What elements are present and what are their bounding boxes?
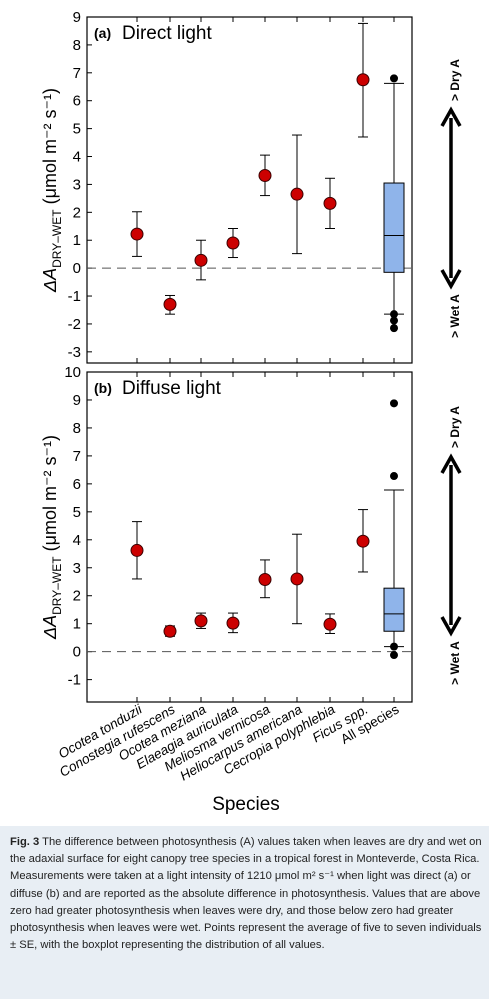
- mean-point: [356, 73, 370, 87]
- mean-point: [163, 297, 177, 311]
- y-tick-label: 5: [73, 504, 81, 521]
- mean-point: [194, 614, 208, 628]
- x-axis-title: Species: [212, 794, 280, 815]
- y-axis-units: (μmol m⁻² s⁻¹): [40, 435, 60, 551]
- plot-frame: [86, 16, 413, 364]
- arrow-head-down-icon: [440, 269, 462, 290]
- mean-point: [290, 572, 304, 586]
- y-tick-label: 2: [73, 588, 81, 605]
- annotation-dry: > Dry A: [448, 59, 462, 101]
- y-axis-title: ΔADRY–WET (μmol m⁻² s⁻¹): [40, 88, 64, 293]
- y-axis-subscript: DRY–WET: [50, 556, 64, 615]
- mean-point: [258, 168, 272, 182]
- mean-point: [130, 227, 144, 241]
- y-tick-label: 3: [73, 176, 81, 193]
- y-axis-subscript: DRY–WET: [50, 209, 64, 268]
- y-tick-label: 0: [73, 260, 81, 277]
- box-outlier: [390, 324, 398, 333]
- y-tick-label: 2: [73, 204, 81, 221]
- panel-title: Diffuse light: [122, 378, 222, 399]
- y-tick-label: -1: [68, 288, 81, 305]
- mean-point: [194, 253, 208, 267]
- box-iqr: [383, 587, 405, 632]
- panel-direct-light: -3 -2 -1 0 1 2 3 4 5 6 7 8 9 (a) Direct light ΔADRY–WET…: [40, 9, 462, 364]
- caption-text: The difference between photosynthesis (A…: [10, 836, 482, 952]
- box-outlier: [390, 472, 398, 481]
- plot-frame: [86, 371, 413, 703]
- mean-point: [130, 543, 144, 557]
- mean-point: [226, 616, 240, 630]
- caption-label: Fig. 3: [10, 836, 40, 848]
- y-axis-title: ΔADRY–WET (μmol m⁻² s⁻¹): [40, 435, 64, 640]
- y-tick-label: -3: [68, 344, 81, 361]
- figure-caption: Fig. 3 The difference between photosynth…: [10, 834, 482, 954]
- panel-diffuse-light: -1 0 1 2 3 4 5 6 7 8 9 10 (b) Diffuse light ΔADRY–WET (…: [40, 364, 462, 703]
- y-tick-label: 3: [73, 560, 81, 577]
- box-iqr: [383, 182, 405, 273]
- annotation-wet: > Wet A: [448, 294, 462, 338]
- y-tick-label: 9: [73, 392, 81, 409]
- y-tick-label: 0: [73, 644, 81, 661]
- y-tick-label: 4: [73, 532, 81, 549]
- box-outlier: [390, 310, 398, 319]
- mean-point: [323, 617, 337, 631]
- panel-label: (a): [94, 25, 111, 41]
- y-tick-label: 9: [73, 9, 81, 26]
- y-tick-label: 7: [73, 65, 81, 82]
- y-tick-label: 6: [73, 93, 81, 110]
- box-outlier: [390, 74, 398, 83]
- box-outlier: [390, 399, 398, 408]
- mean-point: [258, 573, 272, 587]
- annotation-dry: > Dry A: [448, 406, 462, 448]
- y-tick-label: 4: [73, 149, 81, 166]
- panel-title: Direct light: [122, 23, 212, 44]
- arrow-head-up-icon: [440, 453, 462, 474]
- arrow-head-up-icon: [440, 106, 462, 127]
- box-outlier: [390, 316, 398, 325]
- mean-point: [163, 624, 177, 638]
- y-tick-label: 5: [73, 121, 81, 138]
- y-tick-label: 8: [73, 420, 81, 437]
- box-outlier: [390, 651, 398, 660]
- y-axis-symbol: ΔA: [40, 615, 60, 640]
- y-tick-label: 1: [73, 232, 81, 249]
- arrow-head-down-icon: [440, 616, 462, 637]
- y-tick-label: -1: [68, 672, 81, 689]
- box-outlier: [390, 642, 398, 651]
- mean-point: [356, 534, 370, 548]
- caption-background: [0, 826, 489, 999]
- y-axis-symbol: ΔA: [40, 268, 60, 293]
- y-tick-label: 1: [73, 616, 81, 633]
- mean-point: [323, 196, 337, 210]
- y-tick-label: 10: [64, 364, 81, 381]
- panel-label: (b): [94, 380, 112, 396]
- y-axis-units: (μmol m⁻² s⁻¹): [40, 88, 60, 204]
- y-tick-label: 6: [73, 476, 81, 493]
- mean-point: [290, 187, 304, 201]
- y-tick-label: 7: [73, 448, 81, 465]
- annotation-wet: > Wet A: [448, 641, 462, 685]
- mean-point: [226, 236, 240, 250]
- y-tick-label: 8: [73, 37, 81, 54]
- y-tick-label: -2: [68, 316, 81, 333]
